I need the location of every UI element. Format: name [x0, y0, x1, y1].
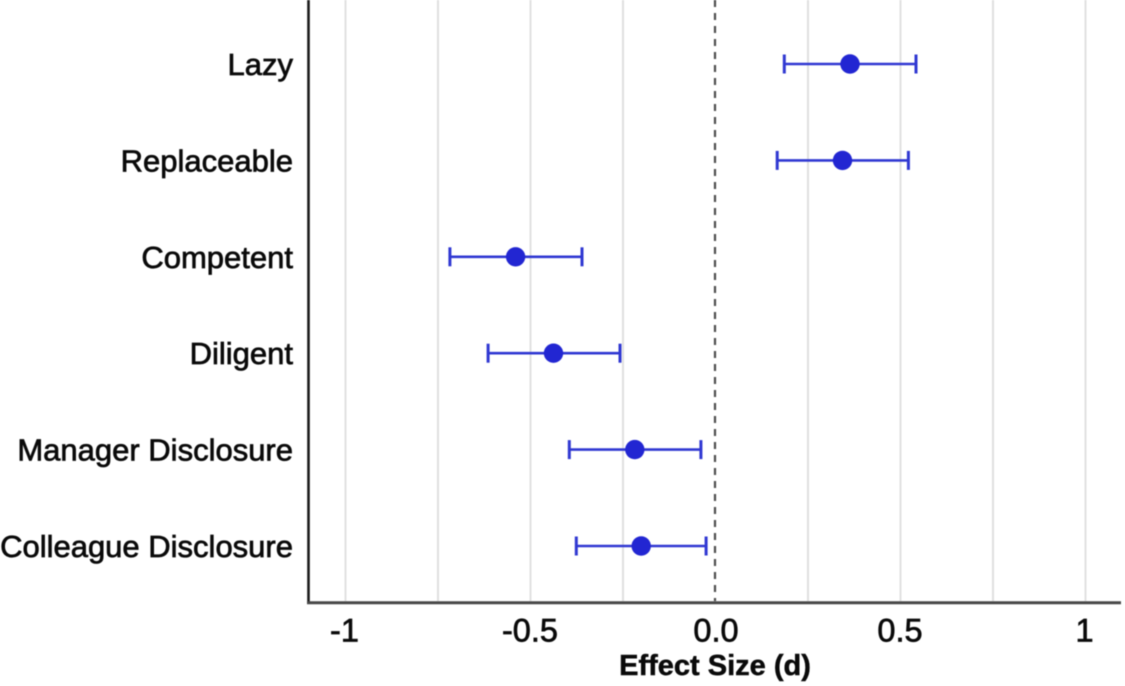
svg-text:Colleague Disclosure: Colleague Disclosure [0, 529, 293, 564]
svg-text:-0.5: -0.5 [502, 613, 558, 649]
svg-text:0.5: 0.5 [877, 613, 922, 649]
svg-text:1: 1 [1075, 613, 1093, 649]
svg-text:Diligent: Diligent [190, 336, 294, 371]
svg-text:Replaceable: Replaceable [121, 143, 293, 178]
svg-text:0.0: 0.0 [693, 613, 738, 649]
svg-text:Manager Disclosure: Manager Disclosure [17, 433, 293, 468]
svg-text:Effect Size (d): Effect Size (d) [619, 650, 811, 682]
svg-text:-1: -1 [330, 613, 359, 649]
svg-text:Competent: Competent [141, 240, 293, 275]
svg-text:Lazy: Lazy [228, 47, 294, 82]
